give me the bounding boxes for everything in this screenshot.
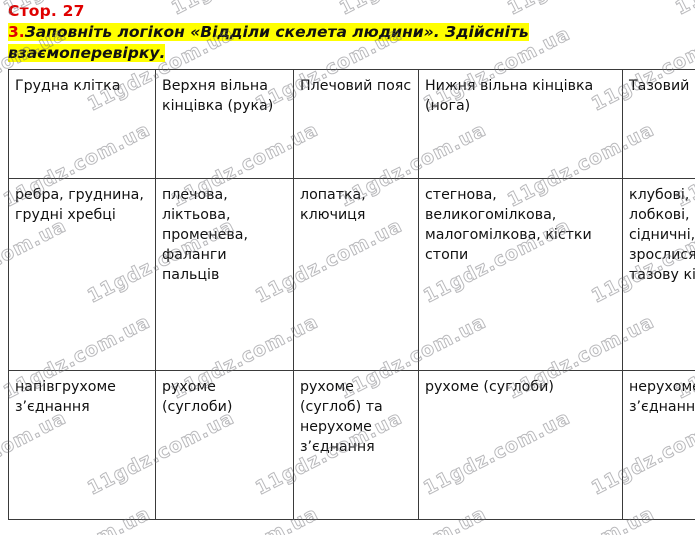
bones-text-1: ребра, груднина, грудні хребці: [15, 186, 144, 223]
table-header-cell-3: Плечовий пояс: [293, 68, 419, 179]
joints-cell-3: рухоме (суглоб) та нерухоме з’єднання: [293, 369, 419, 520]
joints-cell-4: рухоме (суглоби): [418, 369, 623, 520]
bones-text-4: стегнова, великогомілкова, малогомілкова…: [425, 186, 592, 264]
table-header-cell-5: Тазовий пояс: [622, 68, 695, 179]
header-label-4: Нижня вільна кінцівка (нога): [425, 77, 594, 114]
bones-cell-3: лопатка, ключиця: [293, 177, 419, 371]
table-row-joints: напівгрухоме з’єднання рухоме (суглоби) …: [8, 369, 695, 520]
task-highlight: 3.Заповніть логікон «Відділи скелета люд…: [8, 23, 529, 63]
joints-text-1: напівгрухоме з’єднання: [15, 378, 116, 415]
header-label-3: Плечовий пояс: [300, 77, 412, 94]
joints-text-2: рухоме (суглоби): [162, 378, 233, 415]
joints-text-5: нерухоме з’єднання: [629, 378, 695, 415]
table-row-bones: ребра, груднина, грудні хребці плечова, …: [8, 177, 695, 371]
joints-text-3: рухоме (суглоб) та нерухоме з’єднання: [300, 378, 383, 456]
page-number-heading: Стор. 27: [8, 2, 85, 20]
bones-text-2: плечова, ліктьова, променева, фаланги па…: [162, 186, 248, 284]
task-statement: 3.Заповніть логікон «Відділи скелета люд…: [0, 22, 695, 69]
worksheet-page: Стор. 27 3.Заповніть логікон «Відділи ск…: [0, 2, 695, 520]
task-text: Заповніть логікон «Відділи скелета людин…: [8, 23, 529, 63]
joints-cell-2: рухоме (суглоби): [155, 369, 294, 520]
bones-cell-2: плечова, ліктьова, променева, фаланги па…: [155, 177, 294, 371]
table-header-cell-2: Верхня вільна кінцівка (рука): [155, 68, 294, 179]
header-label-5: Тазовий пояс: [629, 77, 695, 94]
table-header-row: Грудна клітка Верхня вільна кінцівка (ру…: [8, 68, 695, 179]
joints-cell-1: напівгрухоме з’єднання: [8, 369, 156, 520]
table-header-cell-1: Грудна клітка: [8, 68, 156, 179]
table-header-cell-4: Нижня вільна кінцівка (нога): [418, 68, 623, 179]
bones-cell-4: стегнова, великогомілкова, малогомілкова…: [418, 177, 623, 371]
joints-cell-5: нерухоме з’єднання: [622, 369, 695, 520]
header-label-2: Верхня вільна кінцівка (рука): [162, 77, 274, 114]
bones-text-3: лопатка, ключиця: [300, 186, 366, 223]
task-number: 3.: [8, 23, 25, 42]
header-label-1: Грудна клітка: [15, 77, 121, 94]
skeleton-sections-table: Грудна клітка Верхня вільна кінцівка (ру…: [8, 68, 695, 520]
bones-text-5: клубові, лобкові, сідничні, які зрослися…: [629, 186, 695, 284]
bones-cell-1: ребра, груднина, грудні хребці: [8, 177, 156, 371]
joints-text-4: рухоме (суглоби): [425, 378, 554, 395]
bones-cell-5: клубові, лобкові, сідничні, які зрослися…: [622, 177, 695, 371]
